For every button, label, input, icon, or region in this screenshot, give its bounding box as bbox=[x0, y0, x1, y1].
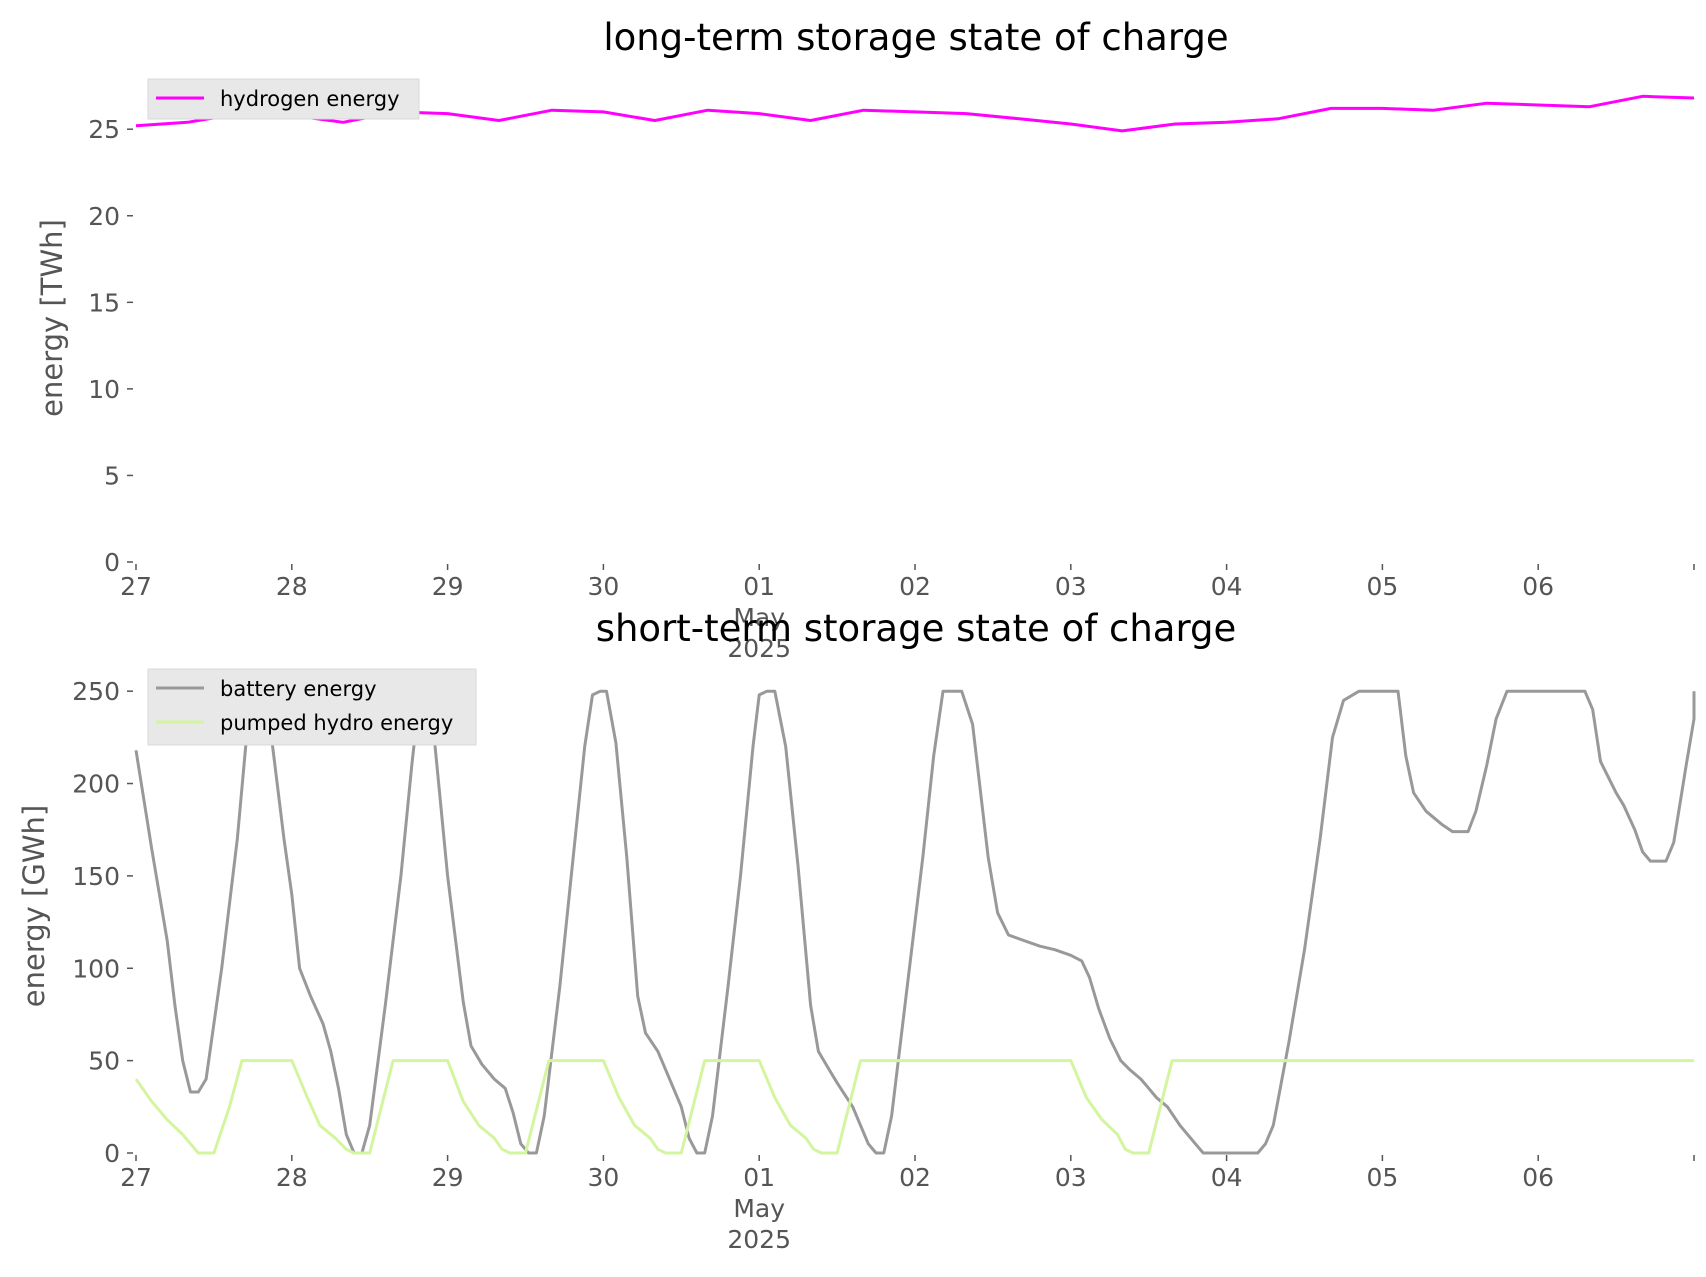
y-tick-label: 150 bbox=[72, 862, 120, 891]
series-line bbox=[134, 689, 1696, 1155]
x-tick-sublabel: May bbox=[733, 603, 785, 632]
long-term-chart: long-term storage state of charge energy… bbox=[35, 16, 1695, 663]
x-tick-sublabel: May bbox=[733, 1194, 785, 1223]
x-tick-label: 29 bbox=[432, 1163, 464, 1192]
x-tick-label: 02 bbox=[899, 1163, 931, 1192]
x-tick-label: 27 bbox=[120, 1163, 152, 1192]
x-tick-label: 01 bbox=[743, 1163, 775, 1192]
y-axis-label: energy [GWh] bbox=[17, 805, 51, 1007]
y-ticks: 0 50 100 150 200 250 bbox=[72, 677, 133, 1168]
x-tick-label: 05 bbox=[1366, 572, 1398, 601]
x-tick-label: 28 bbox=[276, 572, 308, 601]
x-tick-label: 30 bbox=[587, 1163, 619, 1192]
series-line bbox=[134, 1059, 1694, 1155]
legend-box bbox=[147, 668, 477, 746]
x-tick-label: 04 bbox=[1211, 572, 1243, 601]
y-tick-label: 50 bbox=[88, 1047, 120, 1076]
y-tick-label: 20 bbox=[88, 202, 120, 231]
legend: hydrogen energy bbox=[147, 78, 420, 120]
x-tick-label: 27 bbox=[120, 572, 152, 601]
x-tick-label: 05 bbox=[1366, 1163, 1398, 1192]
series-lines bbox=[134, 689, 1696, 1155]
chart-title: short-term storage state of charge bbox=[596, 607, 1237, 650]
y-tick-label: 10 bbox=[88, 375, 120, 404]
legend-label-battery: battery energy bbox=[220, 677, 377, 701]
chart-title: long-term storage state of charge bbox=[603, 16, 1228, 59]
y-tick-label: 15 bbox=[88, 288, 120, 317]
x-tick-label: 30 bbox=[587, 572, 619, 601]
x-tick-sublabel: 2025 bbox=[727, 634, 791, 663]
x-tick-label: 06 bbox=[1522, 1163, 1554, 1192]
x-tick-label: 02 bbox=[899, 572, 931, 601]
legend: battery energy pumped hydro energy bbox=[147, 668, 477, 746]
x-tick-label: 03 bbox=[1055, 1163, 1087, 1192]
x-tick-label: 06 bbox=[1522, 572, 1554, 601]
y-tick-label: 200 bbox=[72, 770, 120, 799]
x-tick-label: 03 bbox=[1055, 572, 1087, 601]
short-term-chart: short-term storage state of charge energ… bbox=[17, 607, 1696, 1254]
y-tick-label: 100 bbox=[72, 954, 120, 983]
legend-label-pumped-hydro: pumped hydro energy bbox=[220, 711, 453, 735]
x-tick-label: 28 bbox=[276, 1163, 308, 1192]
y-tick-label: 0 bbox=[104, 548, 120, 577]
y-tick-label: 0 bbox=[104, 1139, 120, 1168]
x-tick-label: 01 bbox=[743, 572, 775, 601]
x-tick-sublabel: 2025 bbox=[727, 1225, 791, 1254]
legend-label-hydrogen: hydrogen energy bbox=[220, 87, 400, 111]
y-tick-label: 5 bbox=[104, 461, 120, 490]
y-ticks: 0 5 10 15 20 25 bbox=[88, 115, 133, 577]
y-tick-label: 25 bbox=[88, 115, 120, 144]
x-tick-label: 29 bbox=[432, 572, 464, 601]
y-axis-label: energy [TWh] bbox=[35, 219, 69, 417]
y-tick-label: 250 bbox=[72, 677, 120, 706]
x-tick-label: 04 bbox=[1211, 1163, 1243, 1192]
